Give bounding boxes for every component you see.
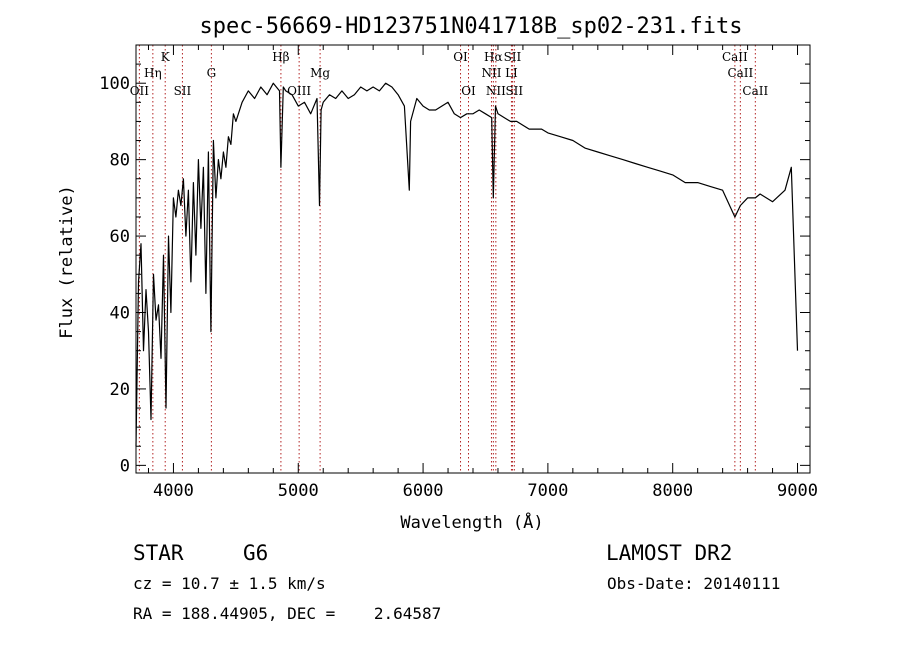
line-labels: HηOIIKSIIGHβOIIIMgOIOIHαNIINIISIILISIICa… (130, 50, 769, 98)
x-tick-label: 8000 (652, 481, 693, 501)
y-tick-label: 0 (120, 456, 130, 476)
line-label: Hβ (272, 50, 289, 64)
line-label: K (161, 50, 171, 64)
line-markers (138, 45, 756, 473)
x-tick-label: 4000 (153, 481, 194, 501)
y-tick-label: 80 (110, 151, 130, 171)
obs-date-label: Obs-Date: 20140111 (607, 574, 780, 593)
line-label: G (207, 66, 217, 80)
x-tick-label: 9000 (777, 481, 818, 501)
x-tick-label: 7000 (527, 481, 568, 501)
y-axis-label: Flux (relative) (57, 185, 77, 339)
line-label: SII (504, 50, 522, 64)
line-label: OI (461, 84, 476, 98)
spectrum-series (135, 82, 799, 447)
line-label: SII (505, 84, 523, 98)
class-label: STAR (133, 541, 184, 565)
coords-label: RA = 188.44905, DEC = 2.64587 (133, 604, 441, 623)
line-label: OII (130, 84, 150, 98)
x-tick-label: 5000 (278, 481, 319, 501)
y-tick-label: 60 (110, 227, 130, 247)
subclass-label: G6 (243, 541, 268, 565)
line-label: SII (174, 84, 192, 98)
line-label: CaII (727, 66, 753, 80)
plot-frame (135, 44, 811, 474)
line-label: CaII (742, 84, 768, 98)
line-label: OIII (287, 84, 311, 98)
line-label: OI (453, 50, 468, 64)
survey-label: LAMOST DR2 (606, 541, 732, 565)
chart-title: spec-56669-HD123751N041718B_sp02-231.fit… (199, 14, 742, 39)
x-axis: 4000 5000 6000 7000 8000 9000 (147, 45, 818, 501)
line-label: Hα (484, 50, 503, 64)
spectrum-line (135, 82, 799, 447)
y-tick-label: 20 (110, 380, 130, 400)
cz-label: cz = 10.7 ± 1.5 km/s (133, 574, 326, 593)
x-tick-label: 6000 (403, 481, 444, 501)
y-tick-label: 40 (110, 304, 130, 324)
line-label: LI (505, 66, 518, 80)
line-label: Hη (144, 66, 162, 80)
line-label: NII (481, 66, 501, 80)
line-label: Mg (310, 66, 330, 80)
x-axis-label: Wavelength (Å) (400, 511, 543, 533)
y-axis: 0 20 40 60 80 100 (99, 63, 810, 476)
line-label: NII (486, 84, 506, 98)
line-label: CaII (722, 50, 748, 64)
y-tick-label: 100 (99, 74, 130, 94)
